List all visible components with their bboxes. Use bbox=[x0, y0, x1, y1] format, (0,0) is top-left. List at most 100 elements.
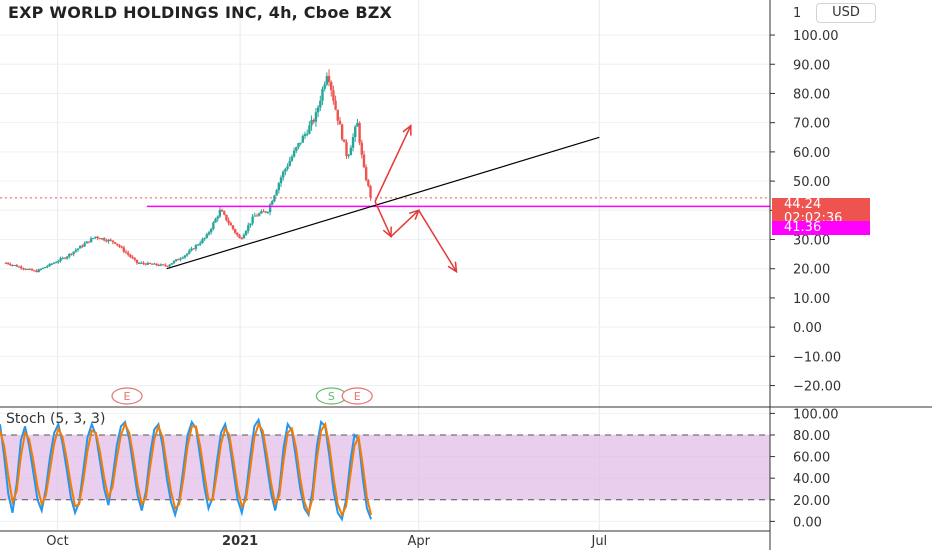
candle-body bbox=[306, 133, 309, 135]
earnings-marker[interactable]: E bbox=[111, 387, 143, 405]
candle-body bbox=[264, 211, 267, 213]
candle-body bbox=[81, 245, 84, 247]
candle-body bbox=[26, 268, 29, 270]
candle-body bbox=[292, 150, 296, 157]
price-axis-label: 20.00 bbox=[793, 263, 830, 278]
arrow-line bbox=[390, 209, 420, 238]
candle-body bbox=[281, 171, 285, 178]
candle-body bbox=[271, 201, 274, 205]
price-axis-label: 50.00 bbox=[793, 175, 830, 190]
price-axis-label: 30.00 bbox=[793, 234, 830, 249]
candle-body bbox=[41, 267, 45, 269]
candle-body bbox=[218, 210, 222, 217]
candle-body bbox=[46, 266, 49, 268]
candle-body bbox=[321, 88, 324, 101]
candle-body bbox=[13, 265, 16, 266]
candle-body bbox=[161, 264, 165, 266]
split-marker[interactable]: S bbox=[315, 387, 348, 405]
candle-body bbox=[231, 225, 235, 230]
candle-body bbox=[194, 245, 198, 249]
candle-body bbox=[63, 257, 67, 259]
candle-body bbox=[332, 90, 335, 101]
price-axis-label: 10.00 bbox=[793, 292, 830, 307]
candle-body bbox=[201, 239, 204, 244]
candle-body bbox=[330, 82, 333, 91]
candle-body bbox=[111, 240, 115, 243]
candle-body bbox=[343, 139, 346, 143]
candle-body bbox=[238, 235, 241, 239]
trend-line bbox=[166, 136, 600, 270]
candle-body bbox=[336, 109, 339, 121]
event-label: E bbox=[354, 390, 361, 403]
candle-body bbox=[35, 270, 38, 273]
candle-body bbox=[52, 262, 56, 264]
arrow-head bbox=[402, 124, 412, 136]
candle-body bbox=[199, 243, 202, 245]
candle-body bbox=[286, 166, 289, 169]
candle-body bbox=[89, 238, 93, 243]
candle-body bbox=[369, 185, 372, 198]
candle-body bbox=[212, 222, 215, 229]
candle-body bbox=[308, 125, 311, 134]
candle-body bbox=[179, 258, 182, 260]
candle-body bbox=[68, 253, 71, 257]
candle-body bbox=[140, 262, 143, 264]
candle-body bbox=[314, 112, 318, 122]
price-axis-label: 0.00 bbox=[793, 321, 822, 336]
candle-body bbox=[349, 147, 353, 156]
arrow-line bbox=[374, 125, 412, 202]
currency-button[interactable]: USD bbox=[816, 3, 876, 23]
price-axis-label: 60.00 bbox=[793, 146, 830, 161]
candle-body bbox=[74, 250, 78, 252]
candle-body bbox=[4, 262, 8, 264]
candle-body bbox=[107, 239, 110, 242]
candle-body bbox=[367, 180, 370, 186]
time-axis-label: Oct bbox=[46, 534, 68, 549]
candle-body bbox=[249, 223, 252, 226]
candle-body bbox=[127, 252, 130, 255]
candle-body bbox=[354, 126, 357, 137]
candle-body bbox=[327, 76, 331, 83]
candle-body bbox=[175, 259, 178, 261]
candle-body bbox=[316, 107, 320, 113]
candle-body bbox=[30, 268, 34, 271]
candle-body bbox=[135, 259, 139, 264]
candle-body bbox=[312, 120, 315, 122]
candle-body bbox=[146, 262, 150, 265]
candle-body bbox=[144, 263, 147, 265]
candle-body bbox=[266, 212, 270, 214]
candle-body bbox=[170, 263, 174, 265]
candle-body bbox=[37, 269, 40, 273]
candle-body bbox=[240, 238, 243, 240]
candle-body bbox=[299, 142, 302, 144]
candle-body bbox=[33, 270, 36, 272]
candle-body bbox=[229, 223, 233, 226]
indicator-title[interactable]: Stoch (5, 3, 3) bbox=[6, 411, 106, 427]
candle-body bbox=[137, 262, 141, 264]
candle-body bbox=[105, 240, 108, 242]
candle-body bbox=[172, 260, 176, 264]
earnings-marker[interactable]: E bbox=[341, 387, 373, 405]
price-axis-label-partial: 1 bbox=[793, 6, 801, 21]
candle-body bbox=[262, 211, 265, 213]
time-axis-label: Apr bbox=[407, 534, 430, 549]
candle-body bbox=[244, 230, 248, 235]
candle-body bbox=[356, 122, 359, 127]
candle-body bbox=[188, 250, 191, 254]
candle-body bbox=[72, 251, 75, 255]
candle-body bbox=[153, 263, 156, 265]
candle-body bbox=[251, 216, 254, 224]
candle-body bbox=[297, 143, 300, 148]
candle-body bbox=[155, 263, 158, 266]
time-axis-label: Jul bbox=[590, 534, 607, 549]
candle-body bbox=[225, 214, 228, 221]
candle-body bbox=[98, 238, 102, 240]
candle-body bbox=[303, 134, 307, 137]
candle-body bbox=[102, 238, 106, 241]
candle-body bbox=[183, 255, 187, 258]
candle-body bbox=[203, 237, 206, 240]
candle-body bbox=[70, 253, 73, 255]
candle-body bbox=[20, 266, 23, 269]
candle-body bbox=[120, 246, 123, 248]
